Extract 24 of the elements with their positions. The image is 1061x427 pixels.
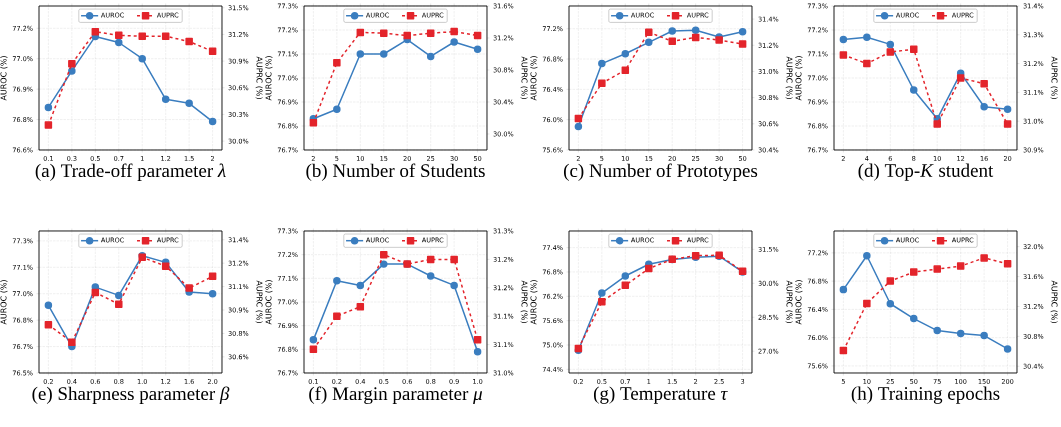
y2-axis-title: AUPRC (%) [255, 56, 263, 99]
y2-axis-title: AUPRC (%) [520, 280, 528, 323]
y-axis-title: AUROC (%) [530, 56, 538, 101]
y2-axis-title: AUPRC (%) [785, 280, 793, 323]
text: (a) Trade-off parameter λ [35, 163, 226, 181]
y2-axis-title: AUPRC (%) [520, 56, 528, 99]
text: (e) Sharpness parameter β [32, 386, 230, 404]
y2-axis-title: AUPRC (%) [255, 280, 263, 323]
text: (g) Temperature τ [593, 386, 728, 404]
y-axis-title: AUROC (%) [0, 56, 8, 101]
text: (b) Number of Students [306, 163, 485, 181]
y2-axis-title: AUPRC (%) [785, 56, 793, 99]
text: (d) Top-K student [858, 163, 994, 181]
text: (c) Number of Prototypes [563, 163, 758, 181]
y-axis-title: AUROC (%) [795, 280, 803, 325]
y2-axis-title: AUPRC (%) [1050, 280, 1058, 323]
text: (h) Training epochs [851, 386, 1000, 404]
y-axis-title: AUROC (%) [265, 56, 273, 101]
y-axis-title: AUROC (%) [265, 280, 273, 325]
text: (f) Margin parameter μ [309, 386, 483, 404]
y-axis-title: AUROC (%) [0, 280, 8, 325]
y-axis-title: AUROC (%) [530, 280, 538, 325]
y2-axis-title: AUPRC (%) [1050, 56, 1058, 99]
y-axis-title: AUROC (%) [795, 56, 803, 101]
